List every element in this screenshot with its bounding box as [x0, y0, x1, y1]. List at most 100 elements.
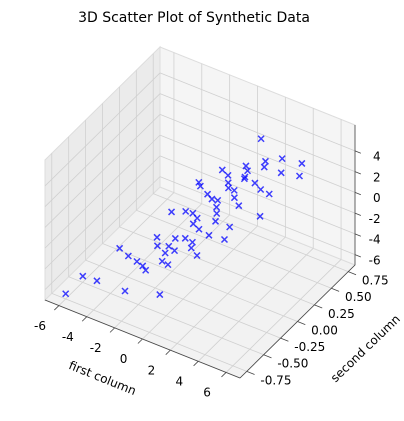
chart-title: 3D Scatter Plot of Synthetic Data [78, 10, 310, 26]
grid-line [136, 209, 332, 289]
z-tick-label: -6 [369, 253, 381, 267]
point [265, 190, 273, 198]
point [241, 173, 249, 181]
tick-mark [354, 171, 361, 175]
point [277, 169, 285, 177]
point [240, 175, 248, 183]
point [156, 291, 164, 299]
grid-line [119, 226, 315, 306]
point [235, 202, 243, 210]
tick-mark [221, 372, 227, 378]
grid-line [159, 155, 356, 235]
tick-mark [354, 192, 361, 196]
y-tick-label: -0.50 [277, 357, 308, 371]
point [93, 277, 101, 285]
point [142, 266, 150, 274]
grid-line [159, 114, 356, 193]
z-tick-label: -4 [369, 233, 381, 247]
point [139, 262, 147, 270]
tick-mark [354, 150, 361, 154]
grid-line [153, 193, 349, 273]
y-tick-label: 0.00 [311, 323, 338, 337]
tick-mark [280, 337, 289, 342]
point [251, 179, 259, 187]
grid-line [51, 292, 247, 372]
tick-mark [354, 254, 361, 258]
y-tick-label: 0.75 [362, 274, 389, 288]
point [256, 212, 264, 220]
point [153, 233, 161, 241]
point [196, 182, 204, 190]
point [230, 186, 238, 194]
grid-line [44, 176, 161, 290]
point [133, 257, 141, 266]
grid-line [159, 176, 356, 256]
point [224, 171, 232, 179]
tick-mark [314, 304, 323, 309]
point [181, 234, 189, 242]
y-tick-label: 0.25 [328, 307, 355, 321]
point [171, 247, 179, 255]
point [257, 186, 265, 194]
x-axis-label: first column [67, 358, 138, 398]
tick-mark [354, 212, 361, 216]
point [121, 287, 129, 295]
point [244, 167, 252, 175]
point [116, 244, 124, 252]
tick-mark [137, 338, 143, 344]
tick-mark [81, 316, 88, 322]
z-tick-label: 2 [373, 170, 381, 184]
grid-line [44, 93, 161, 207]
point [212, 203, 221, 211]
point [165, 242, 173, 250]
axis-line [239, 264, 356, 379]
grid-line [159, 134, 356, 214]
point [193, 214, 201, 222]
grid-line [85, 259, 281, 339]
axis-line [44, 299, 241, 379]
point [278, 155, 286, 163]
point [164, 261, 172, 269]
tick-mark [246, 370, 255, 375]
x-tick-label: 2 [148, 363, 156, 377]
z-tick-label: 0 [373, 191, 381, 205]
point [189, 220, 197, 228]
y-axis-label: second column [328, 312, 403, 385]
point [208, 195, 216, 203]
grid-line [68, 276, 264, 356]
point [195, 225, 203, 233]
grid-line [44, 72, 161, 187]
point [230, 194, 238, 202]
grid-line [102, 243, 298, 322]
point [205, 231, 213, 239]
x-tick-label: 4 [175, 374, 183, 388]
x-tick-label: -4 [62, 330, 74, 344]
z-tick-label: 4 [373, 150, 381, 164]
tick-mark [165, 349, 171, 355]
point [224, 184, 232, 192]
grid-line [44, 134, 161, 249]
x-tick-label: -6 [34, 319, 46, 333]
point [182, 207, 190, 215]
grid-line [159, 72, 356, 152]
z-tick-label: -2 [369, 212, 381, 226]
point [62, 290, 70, 298]
tick-mark [109, 327, 115, 333]
point [257, 135, 265, 143]
tick-mark [263, 354, 272, 359]
tick-mark [331, 287, 340, 292]
point [218, 166, 226, 174]
grid-line [44, 155, 161, 270]
point [298, 159, 306, 167]
point [124, 252, 132, 260]
point [161, 249, 169, 257]
point [193, 251, 201, 260]
x-tick-label: -2 [90, 341, 102, 355]
point [187, 244, 195, 252]
point [224, 179, 232, 187]
tick-mark [54, 305, 60, 311]
point [195, 178, 203, 186]
point [158, 257, 166, 265]
point [242, 162, 250, 170]
